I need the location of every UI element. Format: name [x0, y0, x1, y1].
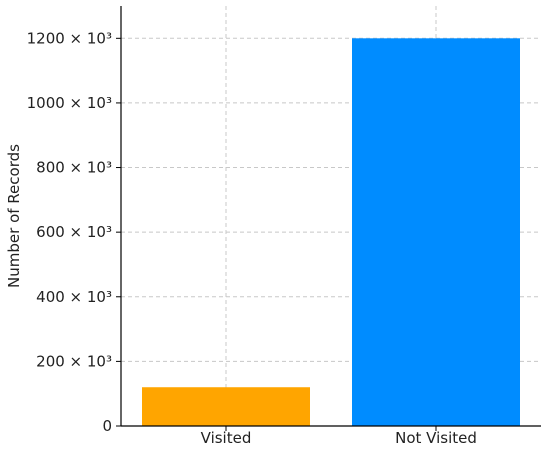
y-tick-label: 1000 × 10³: [27, 94, 112, 112]
y-tick-label: 200 × 10³: [36, 352, 112, 370]
y-tick-label: 1200 × 10³: [27, 29, 112, 47]
x-tick-label: Visited: [201, 429, 252, 447]
y-tick-label: 800 × 10³: [36, 159, 112, 177]
x-tick-label: Not Visited: [395, 429, 477, 447]
y-tick-label: 600 × 10³: [36, 223, 112, 241]
grid-layer: [121, 6, 541, 426]
axis-layer: 0 200 × 10³ 400 × 10³ 600 × 10³ 800 × 10³ 100…: [27, 6, 541, 447]
bar-visited: [142, 387, 310, 426]
bar-not-visited: [352, 38, 520, 427]
y-tick-label: 0: [102, 417, 112, 435]
y-axis-title: Number of Records: [5, 144, 23, 288]
bar-layer: [142, 38, 520, 427]
y-tick-label: 400 × 10³: [36, 288, 112, 306]
